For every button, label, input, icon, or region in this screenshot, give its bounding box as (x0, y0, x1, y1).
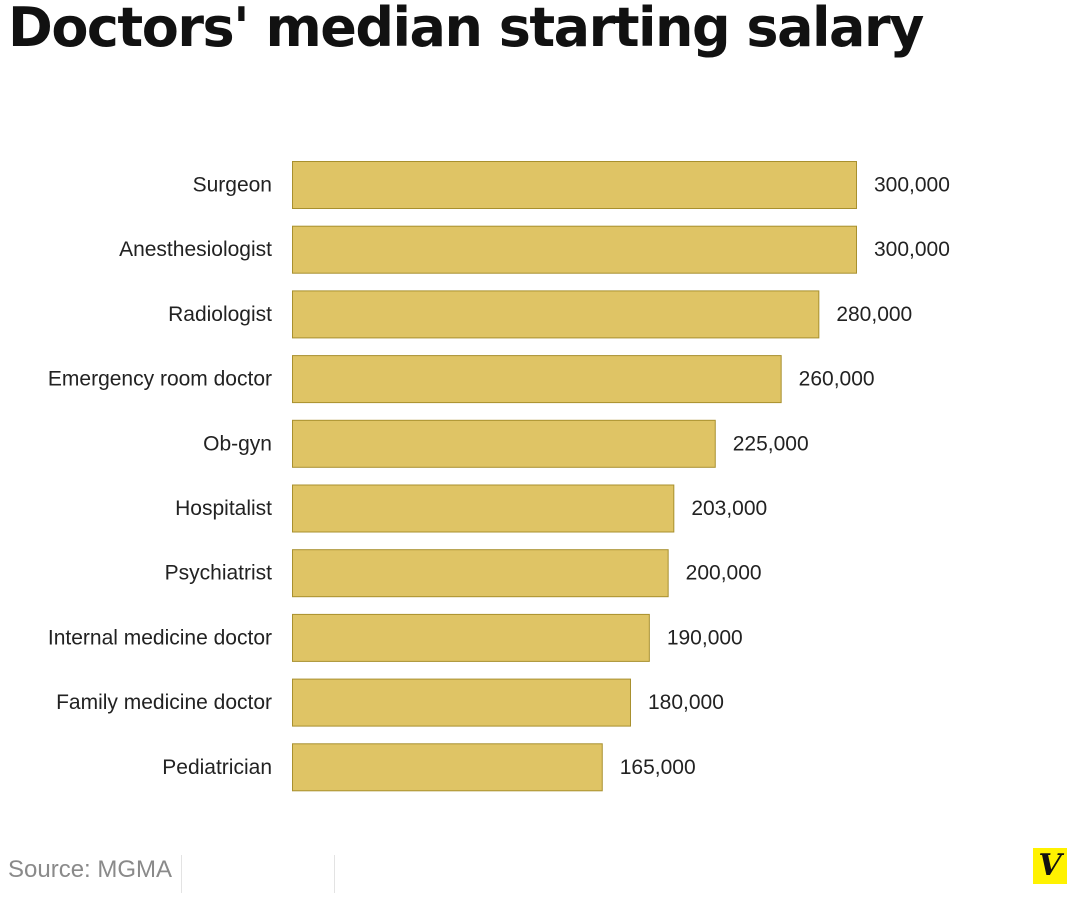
bar (292, 484, 675, 533)
category-label: Hospitalist (175, 497, 272, 520)
source-divider (181, 855, 182, 893)
category-label: Family medicine doctor (56, 691, 272, 714)
value-label: 180,000 (648, 691, 724, 714)
category-label: Radiologist (168, 303, 272, 326)
source-divider (334, 855, 335, 893)
value-label: 200,000 (686, 562, 762, 585)
source-note: Source: MGMA (8, 856, 173, 883)
value-label: 280,000 (836, 303, 912, 326)
value-label: 300,000 (874, 238, 950, 261)
category-label: Surgeon (193, 174, 272, 197)
value-label: 260,000 (799, 368, 875, 391)
bar (292, 678, 631, 727)
bar (292, 419, 716, 468)
value-label: 165,000 (620, 756, 696, 779)
category-label: Emergency room doctor (48, 368, 272, 391)
category-label: Pediatrician (162, 756, 272, 779)
bar (292, 549, 669, 598)
chart-title: Doctors' median starting salary (8, 0, 924, 59)
category-label: Anesthesiologist (119, 238, 272, 261)
bar (292, 355, 782, 404)
bar (292, 225, 857, 274)
vox-logo: V (1033, 848, 1067, 884)
value-label: 225,000 (733, 432, 809, 455)
bar (292, 613, 650, 662)
bar (292, 161, 857, 209)
logo-letter: V (1038, 848, 1062, 883)
category-label: Internal medicine doctor (48, 626, 272, 649)
bar (292, 743, 603, 792)
bar (292, 290, 820, 339)
value-label: 300,000 (874, 174, 950, 197)
category-label: Ob-gyn (203, 432, 272, 455)
value-label: 203,000 (691, 497, 767, 520)
value-label: 190,000 (667, 626, 743, 649)
category-label: Psychiatrist (165, 562, 273, 585)
